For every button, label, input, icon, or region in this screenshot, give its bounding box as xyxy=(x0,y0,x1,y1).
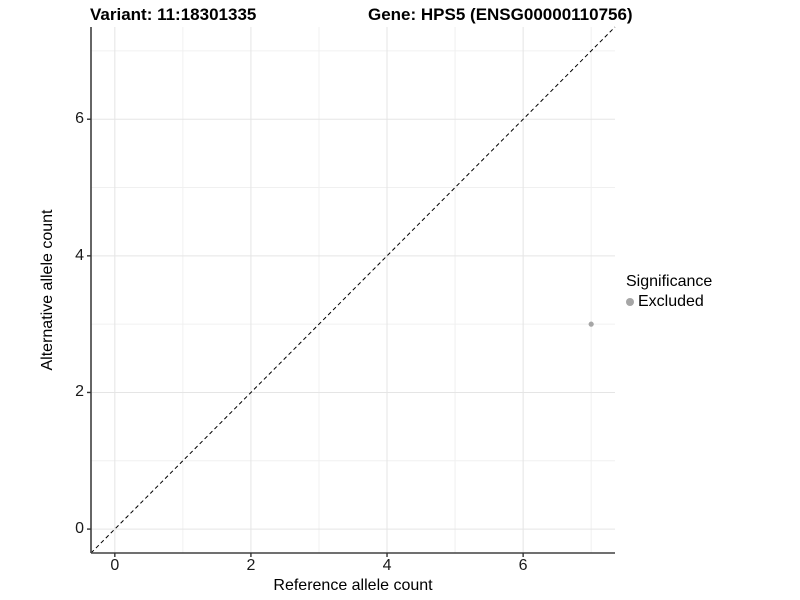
x-tick-label: 4 xyxy=(382,557,392,574)
legend-key-point-icon xyxy=(626,298,634,306)
legend-item-label: Excluded xyxy=(638,293,704,310)
y-tick-label: 6 xyxy=(75,110,84,128)
legend: Significance Excluded xyxy=(626,273,712,311)
x-tick-label: 6 xyxy=(518,557,528,574)
x-tick-label: 2 xyxy=(246,557,256,574)
legend-title: Significance xyxy=(626,273,713,290)
plot-title-variant: Variant: 11:18301335 xyxy=(90,5,257,24)
identity-reference-line xyxy=(90,26,616,554)
x-axis-title: Reference allele count xyxy=(273,577,433,594)
y-tick-label: 0 xyxy=(75,520,84,538)
legend-item-excluded: Excluded xyxy=(626,293,712,311)
y-tick-label: 2 xyxy=(75,383,84,401)
y-axis-title: Alternative allele count xyxy=(39,209,56,371)
data-point xyxy=(588,321,594,327)
x-tick-label: 0 xyxy=(110,557,120,574)
plot-title-gene: Gene: HPS5 (ENSG00000110756) xyxy=(368,5,633,24)
y-tick-label: 4 xyxy=(75,246,84,264)
